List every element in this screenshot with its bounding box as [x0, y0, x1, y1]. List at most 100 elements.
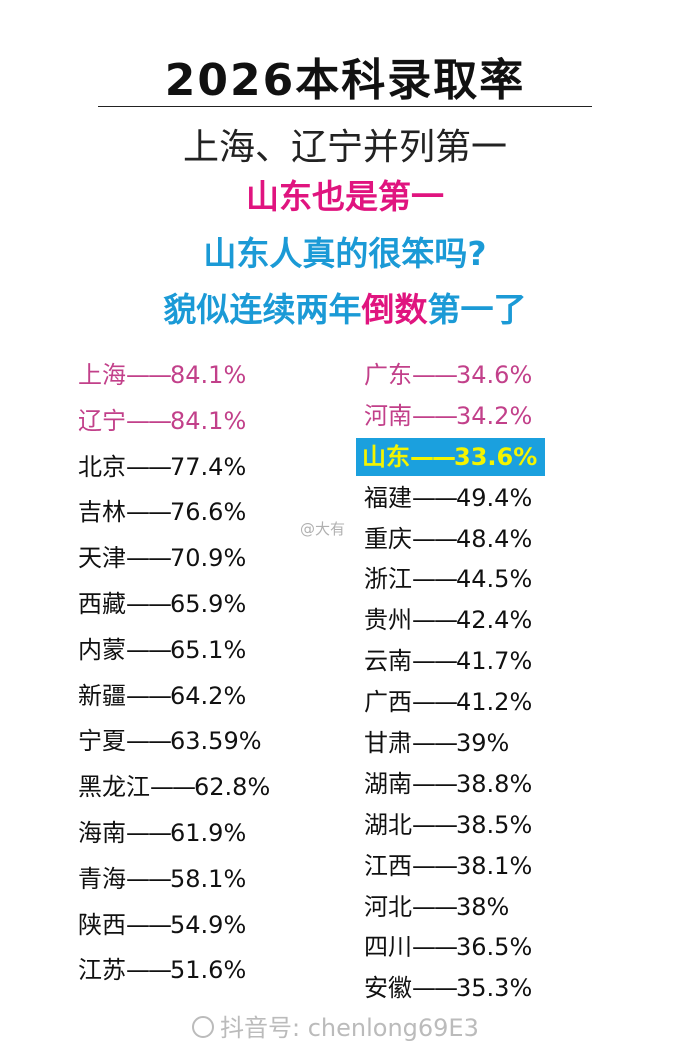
- province-name: 江苏: [78, 956, 126, 985]
- rate-value: 70.9%: [170, 544, 247, 573]
- rate-row: 四川——36.5%: [364, 928, 545, 969]
- rate-row: 福建——49.4%: [364, 479, 545, 520]
- watermark-douyin: 抖音号: chenlong69E3: [192, 1008, 479, 1043]
- separator-dash: ——: [412, 565, 458, 594]
- rate-value: 41.7%: [456, 647, 533, 676]
- rate-row: 上海——84.1%: [78, 356, 270, 402]
- subtitle-line-3: 山东人真的很笨吗?: [203, 234, 487, 273]
- separator-dash: ——: [126, 635, 172, 664]
- rate-row: 北京——77.4%: [78, 448, 270, 494]
- rate-row: 辽宁——84.1%: [78, 402, 270, 448]
- rate-value: 44.5%: [456, 565, 533, 594]
- rate-value: 42.4%: [456, 606, 533, 635]
- province-name: 辽宁: [78, 406, 126, 435]
- douyin-logo-icon: [192, 1016, 214, 1038]
- province-name: 安徽: [364, 974, 412, 1003]
- watermark-weibo: @大有: [300, 518, 345, 539]
- rate-value: 49.4%: [456, 483, 533, 512]
- rate-value: 36.5%: [456, 933, 533, 962]
- separator-dash: ——: [150, 773, 196, 802]
- subtitle-line-4-highlight: 倒数: [361, 290, 428, 329]
- rate-row: 青海——58.1%: [78, 860, 270, 906]
- rate-row: 重庆——48.4%: [364, 520, 545, 561]
- province-name: 吉林: [78, 498, 126, 527]
- province-name: 福建: [364, 483, 412, 512]
- rate-value: 65.1%: [170, 635, 247, 664]
- rate-value: 41.2%: [456, 688, 533, 717]
- rate-value: 39%: [456, 729, 510, 758]
- rate-value: 51.6%: [170, 956, 247, 985]
- province-name: 浙江: [364, 565, 412, 594]
- province-name: 西藏: [78, 589, 126, 618]
- rate-value: 63.59%: [170, 727, 262, 756]
- separator-dash: ——: [126, 544, 172, 573]
- separator-dash: ——: [126, 498, 172, 527]
- province-name: 湖北: [364, 810, 412, 839]
- rate-row: 江苏——51.6%: [78, 951, 270, 997]
- rate-value: 64.2%: [170, 681, 247, 710]
- province-name: 陕西: [78, 910, 126, 939]
- rate-row: 黑龙江——62.8%: [78, 768, 270, 814]
- rate-value: 48.4%: [456, 524, 533, 553]
- rate-row: 天津——70.9%: [78, 539, 270, 585]
- province-name: 北京: [78, 452, 126, 481]
- separator-dash: ——: [126, 818, 172, 847]
- watermark-douyin-text: 抖音号: chenlong69E3: [220, 1014, 479, 1042]
- separator-dash: ——: [412, 647, 458, 676]
- subtitle-line-4: 貌似连续两年倒数第一了: [0, 283, 690, 331]
- separator-dash: ——: [412, 524, 458, 553]
- province-name: 广东: [364, 361, 412, 389]
- rate-value: 38.1%: [456, 851, 533, 880]
- rate-value: 54.9%: [170, 910, 247, 939]
- rate-value: 61.9%: [170, 818, 247, 847]
- rate-value: 34.2%: [456, 401, 533, 430]
- separator-dash: ——: [126, 956, 172, 985]
- rate-value: 84.1%: [170, 361, 247, 389]
- rate-row: 云南——41.7%: [364, 642, 545, 683]
- province-name: 黑龙江: [78, 773, 150, 802]
- rate-row: 新疆——64.2%: [78, 677, 270, 723]
- rate-row: 宁夏——63.59%: [78, 722, 270, 768]
- province-name: 贵州: [364, 606, 412, 635]
- separator-dash: ——: [412, 974, 458, 1003]
- rate-row: 河北——38%: [364, 888, 545, 929]
- rate-row: 贵州——42.4%: [364, 601, 545, 642]
- rate-row: 陕西——54.9%: [78, 906, 270, 952]
- separator-dash: ——: [126, 727, 172, 756]
- province-name: 新疆: [78, 681, 126, 710]
- separator-dash: ——: [126, 864, 172, 893]
- separator-dash: ——: [412, 769, 458, 798]
- rate-value: 33.6%: [454, 442, 538, 471]
- separator-dash: ——: [412, 361, 458, 389]
- province-name: 湖南: [364, 769, 412, 798]
- rate-row: 河南——34.2%: [364, 397, 545, 438]
- rate-row: 广东——34.6%: [364, 356, 545, 397]
- separator-dash: ——: [410, 442, 456, 471]
- page-title: 2026本科录取率: [164, 55, 526, 106]
- rate-row: 甘肃——39%: [364, 724, 545, 765]
- separator-dash: ——: [126, 406, 172, 435]
- highlight-box: 山东——33.6%: [356, 437, 546, 476]
- rate-value: 65.9%: [170, 589, 247, 618]
- rate-value: 38.8%: [456, 769, 533, 798]
- province-name: 云南: [364, 647, 412, 676]
- separator-dash: ——: [126, 361, 172, 389]
- separator-dash: ——: [412, 933, 458, 962]
- province-name: 山东: [362, 442, 410, 471]
- subtitle-line-2: 山东也是第一: [246, 177, 444, 216]
- province-name: 广西: [364, 688, 412, 717]
- province-name: 河南: [364, 401, 412, 430]
- rate-row: 吉林——76.6%: [78, 493, 270, 539]
- rate-value: 84.1%: [170, 406, 247, 435]
- province-name: 重庆: [364, 524, 412, 553]
- rate-row: 内蒙——65.1%: [78, 631, 270, 677]
- separator-dash: ——: [412, 729, 458, 758]
- separator-dash: ——: [412, 851, 458, 880]
- rate-row: 海南——61.9%: [78, 814, 270, 860]
- subtitle-line-1: 上海、辽宁并列第一: [182, 127, 507, 168]
- separator-dash: ——: [412, 892, 458, 921]
- province-name: 青海: [78, 864, 126, 893]
- right-rate-list: 广东——34.6% 河南——34.2% 山东——33.6% 福建——49.4% 重庆——…: [356, 356, 546, 1010]
- province-name: 江西: [364, 851, 412, 880]
- subtitle-line-4-part-a: 貌似连续两年: [163, 290, 362, 329]
